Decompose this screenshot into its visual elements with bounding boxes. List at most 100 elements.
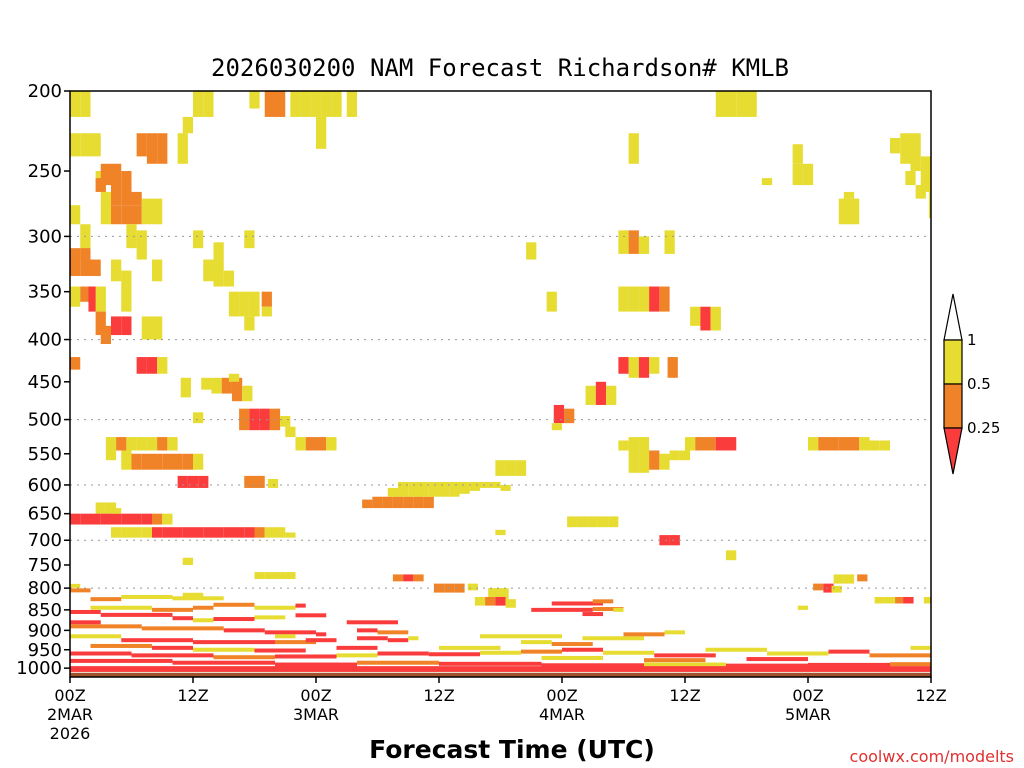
ri-cell	[628, 286, 639, 312]
x-tick-time: 12Z	[915, 686, 946, 705]
ri-cell	[193, 412, 204, 424]
ri-cell	[903, 596, 914, 604]
ri-streak	[603, 650, 655, 655]
ri-cell	[669, 535, 680, 546]
ri-cell	[100, 163, 111, 186]
legend-label: 0.25	[967, 419, 1000, 437]
x-axis-label: Forecast Time (UTC)	[369, 735, 655, 764]
ri-cell	[152, 513, 163, 525]
ri-cell	[116, 437, 127, 451]
ri-cell	[146, 437, 158, 451]
ri-cell	[831, 585, 842, 593]
ri-cell	[193, 527, 204, 538]
ri-cell	[141, 453, 152, 470]
ri-cell	[136, 133, 147, 157]
ri-cell	[261, 291, 272, 307]
ri-cell	[146, 133, 158, 164]
ri-cell	[80, 224, 91, 237]
ri-streak	[90, 605, 152, 610]
ri-streak	[439, 661, 542, 666]
ri-cell	[792, 144, 803, 164]
ri-cell	[249, 91, 260, 109]
ri-cell	[679, 450, 691, 461]
ri-streak	[121, 638, 193, 643]
ri-cell	[838, 437, 849, 451]
ri-cell	[690, 306, 701, 326]
ri-cell	[111, 508, 122, 514]
ri-cell	[111, 316, 122, 336]
ri-cell	[797, 605, 808, 610]
ri-cell	[211, 377, 222, 394]
ri-cell	[838, 198, 849, 225]
ri-cell	[162, 527, 173, 538]
ri-cell	[761, 178, 773, 186]
ri-cell	[843, 574, 855, 584]
ri-cell	[111, 163, 122, 206]
ri-cell	[818, 437, 829, 451]
ri-streak	[193, 618, 214, 623]
ri-cell	[667, 357, 678, 378]
ri-cell	[587, 516, 598, 528]
ri-cell	[577, 516, 588, 528]
ri-cell	[111, 527, 122, 538]
ri-cell	[121, 286, 132, 312]
ri-streak	[70, 609, 101, 614]
ri-cell	[100, 513, 111, 525]
ri-cell	[228, 373, 240, 382]
legend-label: 1	[967, 331, 977, 349]
ri-cell	[515, 460, 527, 476]
ri-cell	[213, 259, 224, 287]
ri-cell	[201, 377, 212, 390]
ri-cell	[121, 270, 132, 287]
ri-cell	[136, 437, 147, 451]
legend-swatch	[943, 339, 963, 385]
ri-streak	[726, 663, 808, 668]
ri-streak	[172, 596, 224, 601]
ri-cell	[223, 270, 234, 287]
ri-cell	[321, 91, 332, 117]
ri-cell	[638, 437, 650, 473]
ri-cell	[326, 437, 337, 451]
ri-cell	[141, 316, 152, 340]
ri-cell	[264, 91, 275, 117]
ri-cell	[239, 291, 250, 317]
ri-cell	[100, 191, 111, 225]
ri-cell	[172, 527, 183, 538]
x-tick-time: 00Z	[792, 686, 823, 705]
ri-cell	[392, 574, 404, 582]
ri-cell	[403, 574, 414, 582]
ri-streak	[910, 645, 931, 650]
ri-cell	[597, 516, 609, 528]
ri-cell	[595, 381, 607, 405]
ri-streak	[551, 601, 603, 606]
ri-streak	[70, 634, 122, 639]
ri-cell	[628, 357, 639, 378]
ri-cell	[239, 408, 250, 431]
ri-cell	[157, 357, 168, 374]
ri-cell	[285, 572, 296, 580]
ri-streak	[377, 630, 409, 635]
ri-cell	[141, 527, 152, 538]
ri-cell	[843, 191, 855, 199]
ri-streak	[828, 649, 870, 654]
ri-cell	[726, 437, 737, 451]
ri-streak	[346, 620, 398, 625]
ri-cell	[638, 236, 650, 254]
ri-cell	[505, 460, 516, 476]
ri-cell	[121, 450, 132, 470]
ri-cell	[618, 357, 629, 374]
ri-streak	[275, 654, 337, 659]
ri-cell	[172, 453, 183, 470]
ri-streak	[336, 653, 378, 658]
ri-cell	[182, 527, 193, 538]
ri-cell	[387, 487, 398, 497]
ri-streak	[439, 645, 501, 650]
ri-cell	[177, 475, 188, 488]
ri-cell	[331, 91, 342, 117]
ri-cell	[275, 527, 286, 538]
ri-cell	[131, 513, 142, 525]
ri-cell	[488, 588, 499, 597]
ri-cell	[228, 291, 240, 317]
ri-cell	[80, 513, 91, 525]
